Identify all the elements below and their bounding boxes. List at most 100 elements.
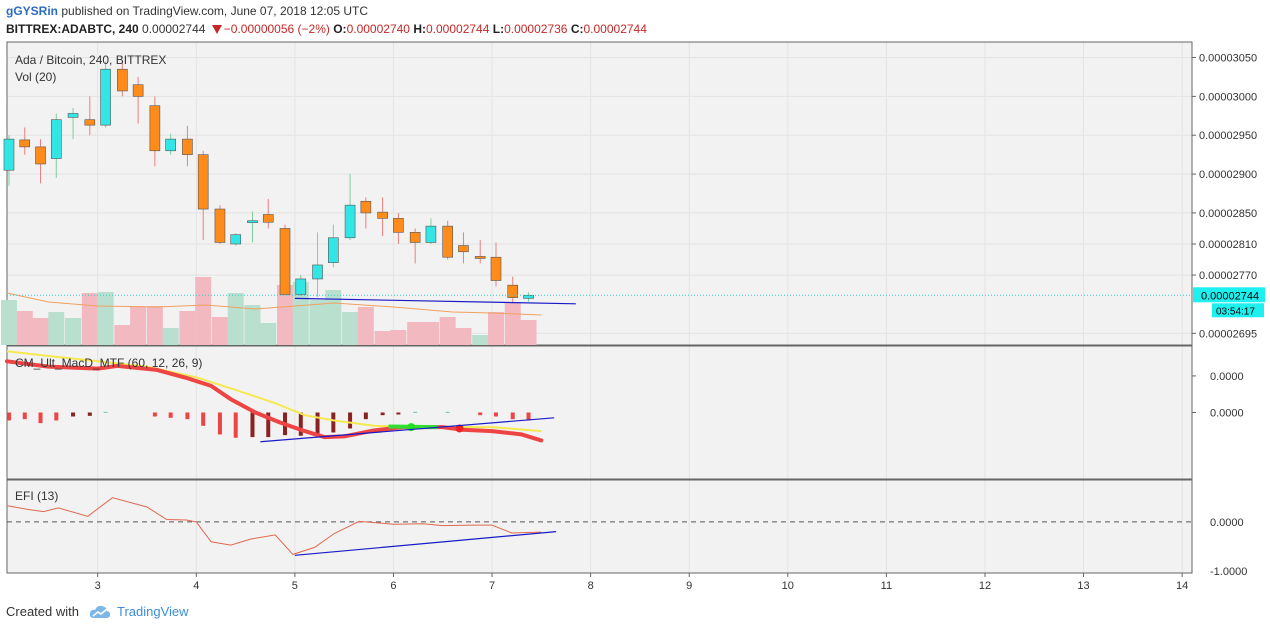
price-change: −0.00000056 (−2%) (223, 22, 330, 36)
time-axis-label: 11 (881, 580, 892, 592)
time-axis-label: 7 (489, 580, 495, 592)
volume-bar (487, 312, 504, 345)
volume-bar (65, 318, 82, 345)
candle-down (214, 208, 226, 243)
candle-down (197, 154, 209, 210)
volume-bar (455, 328, 472, 345)
macd-histogram-bar (233, 412, 238, 438)
volume-bar (244, 305, 261, 345)
price-axis-label: 0.00002950 (1199, 130, 1257, 142)
macd-axis-label: 0.0000 (1210, 371, 1244, 383)
macd-histogram-bar (54, 412, 59, 421)
efi-line (6, 497, 542, 555)
candle-up (523, 294, 534, 299)
macd-histogram-bar (38, 412, 43, 424)
macd-trendline (260, 417, 555, 443)
volume-bar (520, 320, 537, 345)
time-axis-label: 14 (1176, 580, 1188, 592)
close-label: C: (570, 22, 584, 36)
volume-bar (407, 322, 424, 345)
time-axis-label: 3 (95, 580, 101, 592)
volume-bar (277, 285, 294, 345)
price-axis-label: 0.00002850 (1199, 208, 1257, 220)
macd-histogram-bar (298, 412, 303, 436)
candle-down (442, 225, 453, 258)
macd-axis-label: 0.0000 (1210, 408, 1244, 420)
volume-bar (146, 306, 163, 345)
candle-up (295, 278, 307, 295)
time-axis-label: 12 (979, 580, 991, 592)
candle-down (84, 119, 96, 126)
candle-up (425, 225, 437, 243)
countdown-tag-text: 03:54:17 (1216, 306, 1255, 317)
footer: Created with TradingView (6, 604, 189, 619)
volume-bar (390, 330, 407, 345)
candle-down (132, 84, 144, 97)
macd-histogram-bar (510, 412, 515, 420)
volume-bar (342, 312, 359, 345)
open-label: O: (333, 22, 347, 36)
time-axis-label: 5 (292, 580, 298, 592)
down-arrow-icon (211, 25, 222, 34)
candle-up (328, 237, 339, 263)
volume-bar (309, 300, 326, 345)
efi-title: EFI (13) (15, 489, 58, 503)
volume-bar (16, 311, 33, 345)
high-label: H: (413, 22, 426, 36)
macd-histogram-bar (217, 412, 222, 435)
macd-histogram-bar (380, 412, 385, 416)
tradingview-link[interactable]: TradingView (116, 604, 189, 619)
efi-axis-label: -1.0000 (1210, 566, 1247, 578)
macd-histogram-bar (363, 412, 368, 420)
macd-histogram-bar (6, 412, 11, 421)
macd-histogram-bar (168, 412, 173, 418)
volume-ma-line (6, 292, 542, 316)
macd-histogram-bar (413, 411, 418, 413)
time-axis-label: 4 (193, 580, 199, 592)
candle-down (149, 105, 161, 152)
candle-up (344, 204, 356, 239)
candle-down (474, 256, 486, 259)
time-axis-label: 9 (686, 580, 692, 592)
volume-bar (374, 331, 391, 345)
macd-histogram-bar (478, 412, 483, 416)
macd-histogram-bar (103, 411, 108, 413)
candle-down (360, 200, 372, 214)
volume-bar (32, 318, 49, 345)
candle-up (247, 220, 258, 223)
macd-histogram-bar (445, 411, 450, 413)
volume-bar (81, 293, 98, 345)
macd-histogram (6, 411, 531, 438)
volume-bar (260, 323, 277, 345)
macd-histogram-bar (185, 412, 190, 420)
price-axis-label: 0.00003050 (1199, 53, 1257, 65)
high-value: 0.00002744 (425, 22, 490, 36)
author-name[interactable]: gGYSRin (6, 4, 59, 18)
last-price: 0.00002744 (142, 22, 206, 36)
volume-bar (292, 282, 309, 345)
tradingview-cloud-icon (89, 605, 111, 618)
macd-histogram-bar (396, 412, 401, 415)
publish-text: published on TradingView.com, June 07, 2… (61, 4, 369, 18)
candle-down (393, 218, 404, 233)
macd-histogram-bar (152, 412, 157, 417)
macd-histogram-bar (331, 412, 336, 433)
price-axis-label: 0.00003000 (1199, 91, 1257, 103)
candle-up (3, 138, 15, 171)
created-with-label: Created with (6, 604, 79, 619)
macd-histogram-bar (250, 412, 255, 438)
volume-bar (97, 292, 114, 345)
macd-histogram-bar (493, 412, 498, 417)
macd-histogram-bar (526, 412, 531, 421)
candle-down (19, 139, 31, 148)
close-value: 0.00002744 (583, 22, 647, 36)
volume-bar (504, 302, 521, 345)
macd-cross-dot (455, 424, 464, 433)
candle-down (262, 214, 274, 223)
macd-histogram-bar (201, 412, 206, 426)
time-axis-label: 6 (390, 580, 396, 592)
candle-down (35, 146, 46, 165)
chart-canvas[interactable]: 0.00003050 0.00003000 0.00002950 0.00002900… (0, 0, 1270, 600)
volume-bars (0, 277, 537, 345)
price-title: Ada / Bitcoin, 240, BITTREX (15, 53, 166, 67)
